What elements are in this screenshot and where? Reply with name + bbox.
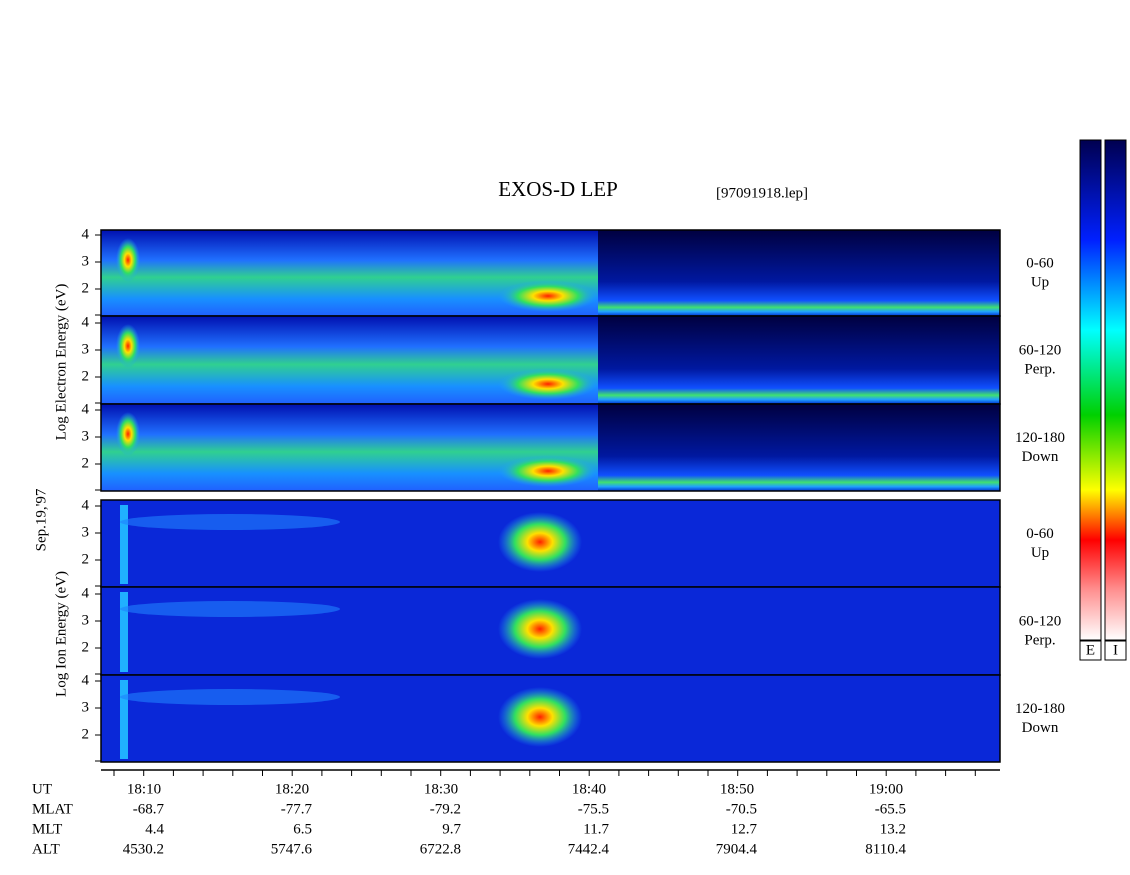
ut-label: 18:50 [720,781,754,797]
ut-label: 18:20 [275,781,309,797]
pitch-range: 60-120 [1019,342,1062,358]
y-tick-label: 3 [82,524,90,540]
y-tick-label: 4 [82,226,90,242]
spectrogram-hot [498,512,582,572]
spectrogram-hot [498,599,582,659]
pitch-range: 120-180 [1015,701,1065,717]
pitch-range: 120-180 [1015,430,1065,446]
pitch-range: 0-60 [1026,526,1054,542]
row-label: UT [32,781,52,797]
footer-value: 8110.4 [865,841,906,857]
pitch-name: Perp. [1024,361,1055,377]
footer-value: 5747.6 [271,841,313,857]
spectrogram-hot [116,324,140,368]
spectrogram-stripe [120,592,128,672]
y-tick-label: 2 [82,639,90,655]
y-tick-label: 2 [82,368,90,384]
y-tick-label: 2 [82,726,90,742]
pitch-name: Down [1022,720,1059,736]
spectrogram-stripe [120,680,128,759]
footer-value: 6722.8 [420,841,461,857]
footer-value: -65.5 [875,801,906,817]
row-label: MLAT [32,801,73,817]
panel-frame [100,674,1001,763]
footer-value: -70.5 [726,801,757,817]
colorbar-box [1079,640,1102,661]
pitch-range: 60-120 [1019,613,1062,629]
y-tick-label: 3 [82,428,90,444]
title: EXOS-D LEP [498,177,618,201]
y-tick-label: 4 [82,672,90,688]
y-tick-label: 4 [82,401,90,417]
y-tick-label: 4 [82,585,90,601]
y-tick-label: 2 [82,280,90,296]
ut-label: 18:40 [572,781,606,797]
spectrogram-band [120,689,340,705]
y-tick-label: 3 [82,341,90,357]
row-label: MLT [32,821,62,837]
y-tick-label: 4 [82,497,90,513]
footer-value: 7904.4 [716,841,758,857]
electron-y-label: Log Electron Energy (eV) [53,284,69,441]
date: Sep.19,'97 [33,488,49,551]
pitch-range: 0-60 [1026,255,1054,271]
pitch-name: Down [1022,449,1059,465]
y-tick-label: 2 [82,455,90,471]
colorbar [1079,139,1102,641]
ut-label: 18:30 [424,781,458,797]
pitch-name: Perp. [1024,632,1055,648]
spectrogram-hot [498,687,582,747]
footer-value: 7442.4 [568,841,610,857]
spectrogram-hot [498,280,598,312]
y-tick-label: 3 [82,253,90,269]
footer-value: 12.7 [731,821,758,837]
spectrogram-bg [598,230,1000,316]
row-label: ALT [32,841,60,857]
spectrogram-bg [598,316,1000,404]
y-tick-label: 3 [82,612,90,628]
ut-label: 18:10 [127,781,161,797]
pitch-name: Up [1031,545,1049,561]
file-name: [97091918.lep] [716,185,808,201]
panel-frame [100,403,1001,492]
y-tick-label: 4 [82,314,90,330]
colorbar-label: E [1086,642,1095,658]
spectrogram-band [120,514,340,530]
footer-value: 4530.2 [123,841,164,857]
footer-value: -79.2 [430,801,461,817]
spectrogram-hot [116,412,140,456]
footer-value: -68.7 [133,801,165,817]
pitch-name: Up [1031,274,1049,290]
footer-value: 4.4 [145,821,164,837]
spectrogram-bg [598,404,1000,491]
ion-y-label: Log Ion Energy (eV) [53,571,69,697]
ut-label: 19:00 [869,781,903,797]
footer-value: -75.5 [578,801,609,817]
y-tick-label: 2 [82,551,90,567]
spectrogram-band [120,601,340,617]
colorbar [1104,139,1127,641]
spectrogram-hot [498,368,598,400]
footer-value: 13.2 [880,821,906,837]
y-tick-label: 3 [82,699,90,715]
footer-value: 9.7 [442,821,461,837]
spectrogram-stripe [120,505,128,584]
footer-value: -77.7 [281,801,313,817]
footer-value: 11.7 [583,821,609,837]
footer-value: 6.5 [293,821,312,837]
spectrogram-hot [116,238,140,282]
colorbar-label: I [1113,642,1118,658]
spectrogram-hot [498,455,598,487]
colorbar-box [1104,640,1127,661]
